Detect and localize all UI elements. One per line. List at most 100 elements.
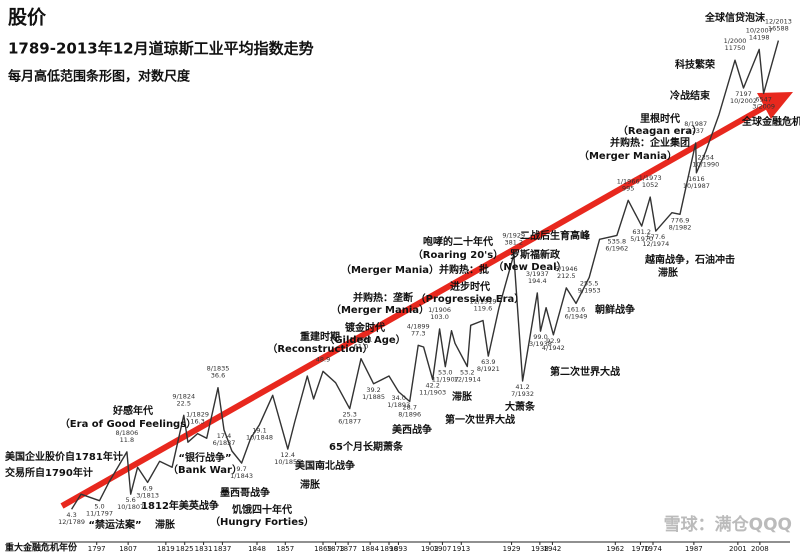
annotation: 咆哮的二十年代 <box>423 235 493 248</box>
value-label: 4.3 <box>66 511 76 519</box>
value-label: 9.7 <box>236 465 246 473</box>
value-label: 255.5 <box>580 279 599 287</box>
value-label: 2737 <box>687 127 704 135</box>
annotation: 滞胀 <box>300 478 320 491</box>
annotation: （Hungry Forties） <box>210 515 314 528</box>
annotation: 朝鲜战争 <box>595 303 635 316</box>
arrow-shaft <box>60 101 772 509</box>
value-label: 776.9 <box>671 216 690 224</box>
annotation: （Merger Mania） <box>579 149 677 162</box>
date-label: 10/1848 <box>246 434 273 442</box>
trend-arrow <box>60 92 793 509</box>
x-tick-label: 1884 <box>361 545 379 553</box>
chart-note: 每月高低范围条形图，对数尺度 <box>8 69 191 85</box>
point-label: 5.011/1797 <box>86 503 113 518</box>
value-label: 995 <box>622 184 634 192</box>
x-tick-label: 1974 <box>644 545 662 553</box>
point-label: 161.66/1949 <box>565 305 588 320</box>
annotation: 好感年代 <box>112 404 153 417</box>
value-label: 42.2 <box>425 382 439 390</box>
date-label: 9/1824 <box>172 392 195 400</box>
annotation: 二战后生育高峰 <box>520 229 591 242</box>
value-label: 119.6 <box>474 305 493 313</box>
date-label: 3/1938 <box>529 340 552 348</box>
annotation: 全球金融危机 <box>741 115 800 128</box>
date-label: 11/1903 <box>419 389 446 397</box>
x-tick-label: 1877 <box>339 545 357 553</box>
date-label: 3/1937 <box>526 270 549 278</box>
date-label: 1/1885 <box>362 393 385 401</box>
value-label: 99.0 <box>533 333 547 341</box>
x-tick-label: 2001 <box>729 545 747 553</box>
annotation: 滞胀 <box>155 518 175 531</box>
x-tick-label: 1962 <box>606 545 624 553</box>
date-label: 6/1877 <box>338 418 361 426</box>
date-label: 4/1942 <box>542 344 565 352</box>
x-tick-label: 1857 <box>276 545 294 553</box>
value-label: 53.0 <box>438 369 452 377</box>
date-label: 9/1953 <box>578 286 601 294</box>
value-label: 41.2 <box>515 383 529 391</box>
value-label: 48.9 <box>316 355 330 363</box>
point-label: 255.59/1953 <box>578 279 601 294</box>
value-label: 381.2 <box>504 239 523 247</box>
point-label: 41.27/1932 <box>511 383 534 398</box>
date-label: 8/1835 <box>207 365 230 373</box>
point-label: 28.78/1896 <box>398 404 421 419</box>
x-tick-label: 1869 <box>314 545 332 553</box>
x-tick-label: 1938 <box>531 545 549 553</box>
annotation: 墨西哥战争 <box>220 486 270 499</box>
x-tick-label: 1970 <box>632 545 650 553</box>
annotation: 越南战争，石油冲击 <box>644 253 735 266</box>
point-label: 17.46/1837 <box>213 432 236 447</box>
x-tick-label: 1903 <box>421 545 439 553</box>
x-tick-label: 2008 <box>751 545 769 553</box>
point-label: 53.011/1907 <box>432 369 459 384</box>
date-label: 12/2013 <box>765 18 792 26</box>
date-label: 12/1974 <box>642 240 669 248</box>
value-label: 28.7 <box>403 404 417 412</box>
annotation: 美国南北战争 <box>295 459 355 472</box>
x-tick-label: 1929 <box>503 545 521 553</box>
value-label: 17.4 <box>217 432 231 440</box>
annotation: 进步时代 <box>450 280 490 293</box>
date-label: 12/1789 <box>58 518 85 526</box>
annotation: 里根时代 <box>640 112 680 125</box>
date-label: 1/1881 <box>350 336 373 344</box>
value-label: 577.6 <box>647 233 666 241</box>
annotation: （Reagan era） <box>618 124 702 137</box>
x-tick-label: 1797 <box>88 545 106 553</box>
annotation: 镀金时代 <box>345 321 385 334</box>
value-label: 103.0 <box>430 313 449 321</box>
date-label: 1/1906 <box>428 306 451 314</box>
annotation: （Gilded Age） <box>324 333 405 346</box>
date-label: 5/1970 <box>630 235 653 243</box>
date-label: 9/1929 <box>502 232 525 240</box>
value-label: 39.2 <box>366 386 380 394</box>
point-label: 63.98/1921 <box>477 358 500 373</box>
chart-subtitle: 1789-2013年12月道琼斯工业平均指数走势 <box>8 40 314 58</box>
date-label: 8/1806 <box>115 429 138 437</box>
value-label: 63.9 <box>481 358 495 366</box>
value-label: 77.3 <box>411 329 425 337</box>
annotation: 大萧条 <box>505 400 536 413</box>
x-tick-label: 1913 <box>452 545 470 553</box>
point-label: 11.88/1806 <box>115 429 138 444</box>
x-tick-label: 1848 <box>248 545 266 553</box>
point-label: 36.68/1835 <box>207 365 230 380</box>
value-label: 6547 <box>755 95 772 103</box>
value-label: 61.0 <box>354 343 368 351</box>
value-label: 92.9 <box>546 337 560 345</box>
date-label: 10/1807 <box>117 503 144 511</box>
annotation: 第二次世界大战 <box>550 365 620 378</box>
point-label: 53.212/1914 <box>454 368 481 383</box>
x-axis-label: 重大金融危机年份 <box>5 542 78 554</box>
date-label: 3/2009 <box>752 102 775 110</box>
date-label: 1/1966 <box>617 177 640 185</box>
date-label: 1/1829 <box>186 411 209 419</box>
date-label: 10/1987 <box>683 182 710 190</box>
point-label: 48.9 <box>316 355 330 363</box>
